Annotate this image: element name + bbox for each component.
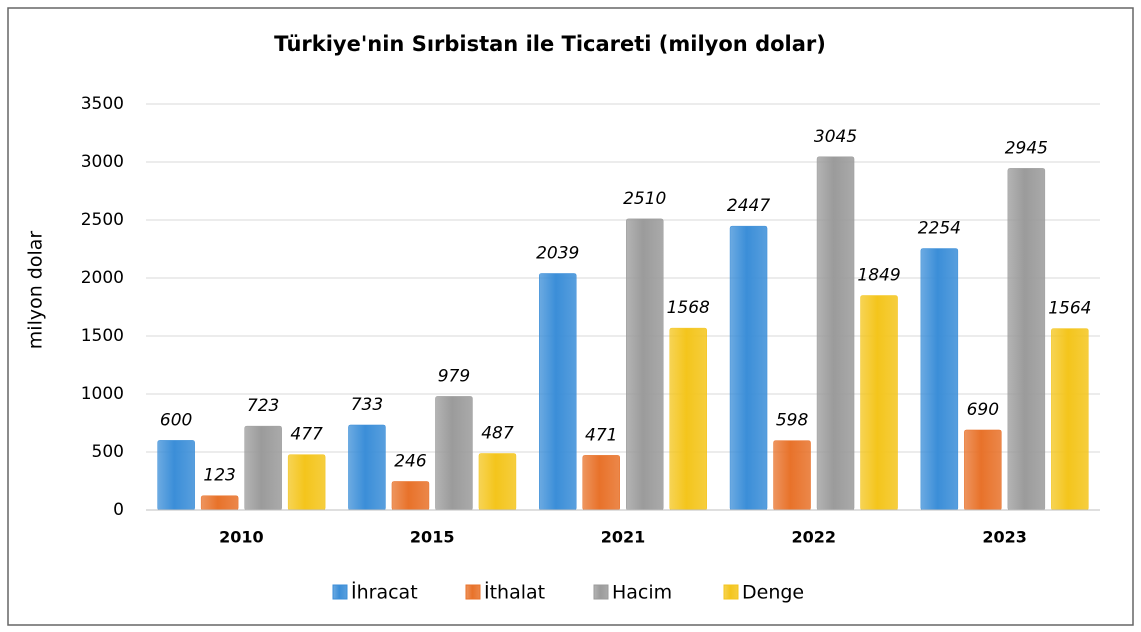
y-tick-label: 3500 <box>81 94 124 114</box>
bar <box>539 273 577 511</box>
data-label: 471 <box>585 425 617 445</box>
data-label: 246 <box>394 451 427 471</box>
y-tick-label: 3000 <box>81 152 124 172</box>
data-label: 3045 <box>814 127 857 147</box>
data-label: 2039 <box>536 243 579 263</box>
legend-label: Hacim <box>612 582 672 604</box>
data-label: 979 <box>438 366 470 386</box>
legend-label: İhracat <box>351 581 418 604</box>
data-label: 723 <box>247 396 279 416</box>
y-tick-label: 1000 <box>81 384 124 404</box>
legend-label: İthalat <box>484 581 545 604</box>
x-tick-label: 2021 <box>601 528 646 547</box>
bar <box>478 453 517 511</box>
data-label: 690 <box>967 400 999 420</box>
data-label: 2447 <box>727 196 770 216</box>
bar <box>1051 328 1089 511</box>
x-tick-label: 2010 <box>219 528 264 547</box>
data-label: 1564 <box>1048 299 1091 319</box>
bar <box>729 225 768 511</box>
bar <box>582 455 620 511</box>
y-tick-label: 1500 <box>81 326 124 346</box>
data-label: 2510 <box>623 189 666 209</box>
bar <box>626 218 664 511</box>
legend-swatch <box>723 584 739 600</box>
legend-swatch <box>593 584 609 600</box>
data-label: 1568 <box>667 298 710 318</box>
y-tick-label: 2500 <box>81 210 124 230</box>
bar <box>435 396 473 511</box>
data-label: 477 <box>290 425 323 445</box>
y-tick-label: 2000 <box>81 268 124 288</box>
bar <box>860 295 898 511</box>
bar <box>244 425 282 511</box>
bar <box>920 248 959 511</box>
x-tick-label: 2015 <box>410 528 455 547</box>
bar <box>200 495 239 511</box>
data-label: 1849 <box>857 266 900 286</box>
bar <box>964 429 1002 511</box>
chart-title: Türkiye'nin Sırbistan ile Ticareti (mily… <box>274 32 826 56</box>
data-label: 2254 <box>918 219 961 239</box>
x-tick-label: 2023 <box>982 528 1027 547</box>
bar <box>391 481 430 511</box>
bar <box>348 424 386 511</box>
data-label: 598 <box>776 411 809 431</box>
bar <box>773 440 811 511</box>
bar <box>287 454 326 511</box>
data-label: 600 <box>160 410 192 430</box>
legend-label: Denge <box>742 582 804 604</box>
bar <box>669 327 707 511</box>
y-tick-label: 0 <box>113 500 124 520</box>
y-tick-label: 500 <box>92 442 124 462</box>
bar <box>1007 168 1046 511</box>
data-label: 123 <box>203 466 235 486</box>
x-tick-label: 2022 <box>792 528 837 547</box>
data-label: 487 <box>481 424 514 444</box>
legend-swatch <box>332 584 348 600</box>
bar <box>157 440 195 511</box>
data-label: 733 <box>351 395 383 415</box>
y-axis-label: milyon dolar <box>25 231 47 350</box>
data-label: 2945 <box>1005 138 1048 158</box>
legend-swatch <box>465 584 481 600</box>
bar <box>816 156 855 511</box>
